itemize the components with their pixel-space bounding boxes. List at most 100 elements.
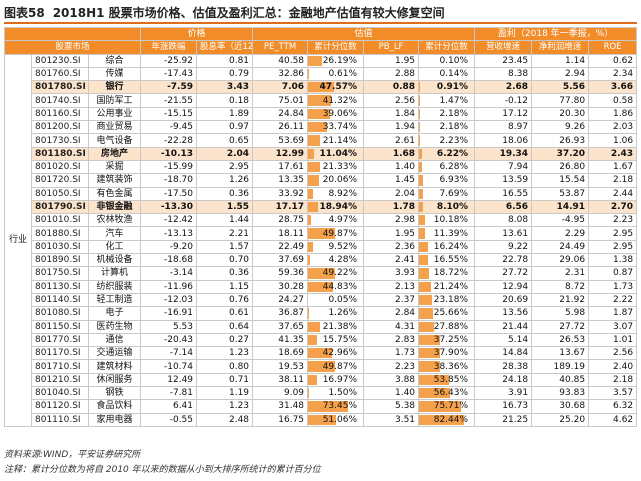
cell-name: 化工 bbox=[87, 239, 142, 255]
table-row: 801740.SI 国防军工 -21.55 0.18 75.01 41.32% 2.56 1.… bbox=[5, 93, 638, 108]
cell-dividend: 2.95 bbox=[196, 159, 254, 175]
cell-name: 采掘 bbox=[87, 159, 142, 175]
table-row: 801770.SI 通信 -20.43 0.27 41.35 15.75% 2.83 37.2… bbox=[5, 332, 638, 348]
table-row: 801010.SI 农林牧渔 -12.42 1.44 28.75 4.97% 2.98 10.… bbox=[5, 213, 638, 228]
cell-name: 交通运输 bbox=[87, 346, 142, 361]
cell-change: -18.70 bbox=[140, 173, 198, 188]
cell-revenue: 8.97 bbox=[474, 120, 533, 135]
cell-revenue: 20.69 bbox=[474, 292, 533, 308]
pb-pct-label: 11.39% bbox=[433, 228, 469, 239]
table-row: 801140.SI 轻工制造 -12.03 0.76 24.27 0.05% 2.37 23.… bbox=[5, 292, 638, 308]
cell-change: -22.28 bbox=[140, 133, 198, 148]
cell-pe: 33.92 bbox=[252, 186, 309, 201]
pe-pct-bar bbox=[308, 95, 331, 106]
pb-pct-label: 0.10% bbox=[439, 55, 469, 66]
cell-change: -13.13 bbox=[140, 226, 198, 241]
header-col-dividend: 股息率（近12M） bbox=[196, 40, 254, 55]
cell-roe: 0.58 bbox=[588, 93, 638, 108]
cell-roe: 0.62 bbox=[588, 53, 638, 68]
table-row: 801730.SI 电气设备 -22.28 0.65 53.69 21.14% 2.61 2.… bbox=[5, 133, 638, 148]
cell-revenue: 13.59 bbox=[474, 173, 533, 188]
table-row: 801050.SI 有色金属 -17.50 0.36 33.92 8.92% 2.04 7.6… bbox=[5, 186, 638, 201]
header-col-roe: ROE bbox=[588, 40, 638, 55]
pb-pct-label: 75.71% bbox=[433, 401, 469, 412]
cell-pe: 17.61 bbox=[252, 159, 309, 175]
cell-profit: 25.20 bbox=[531, 412, 590, 427]
cell-roe: 2.34 bbox=[588, 66, 638, 82]
cell-dividend: 3.43 bbox=[196, 80, 254, 95]
cell-pe: 41.35 bbox=[252, 332, 309, 348]
pb-pct-label: 6.22% bbox=[436, 148, 469, 159]
cell-dividend: 1.55 bbox=[196, 199, 254, 215]
pe-pct-label: 21.14% bbox=[322, 135, 358, 146]
cell-roe: 3.57 bbox=[588, 386, 638, 401]
table-row: 801200.SI 商业贸易 -9.45 0.97 26.11 33.74% 1.94 2.1… bbox=[5, 120, 638, 135]
cell-profit: 21.92 bbox=[531, 292, 590, 308]
table-row: 801110.SI 家用电器 -0.55 2.48 16.75 51.06% 3.51 82.… bbox=[5, 412, 638, 427]
cell-roe: 1.01 bbox=[588, 332, 638, 348]
pe-pct-bar bbox=[308, 148, 315, 159]
cell-pe: 36.87 bbox=[252, 306, 309, 321]
table-row: 801750.SI 计算机 -3.14 0.36 59.36 49.22% 3.93 18.7… bbox=[5, 266, 638, 281]
cell-pe-pct: 4.28% bbox=[307, 253, 365, 268]
cell-profit: 27.72 bbox=[531, 319, 590, 334]
cell-pb: 2.88 bbox=[363, 66, 420, 82]
cell-code: 801180.SI bbox=[31, 146, 89, 161]
header-group-profit: 盈利（2018 年一季报，%） bbox=[474, 26, 638, 42]
header-row-groups: 价格 估值 盈利（2018 年一季报，%） bbox=[3, 26, 638, 42]
pe-pct-bar bbox=[308, 414, 337, 425]
cell-pe: 38.11 bbox=[252, 372, 309, 388]
pb-pct-label: 21.24% bbox=[433, 281, 469, 292]
cell-pb: 1.45 bbox=[363, 173, 420, 188]
cell-name: 家用电器 bbox=[87, 412, 142, 427]
cell-name: 汽车 bbox=[87, 226, 142, 241]
cell-revenue: 3.91 bbox=[474, 386, 533, 401]
cell-pb: 2.56 bbox=[363, 93, 420, 108]
pe-pct-label: 39.06% bbox=[322, 108, 358, 119]
pe-pct-bar bbox=[308, 215, 311, 226]
table-row: 801160.SI 公用事业 -15.15 1.89 24.84 39.06% 1.84 2.… bbox=[5, 106, 638, 122]
cell-profit: 14.91 bbox=[531, 199, 590, 215]
table-row: 801880.SI 汽车 -13.13 2.21 18.11 49.87% 1.95 11.3… bbox=[5, 226, 638, 241]
table-row: 801030.SI 化工 -9.20 1.57 22.49 9.52% 2.36 16.24%… bbox=[5, 239, 638, 255]
cell-pe: 9.09 bbox=[252, 386, 309, 401]
cell-revenue: -0.12 bbox=[474, 93, 533, 108]
pb-pct-label: 0.14% bbox=[439, 69, 469, 80]
cell-profit: 189.19 bbox=[531, 359, 590, 374]
pb-pct-label: 37.90% bbox=[433, 348, 469, 359]
cell-profit: 2.31 bbox=[531, 266, 590, 281]
cell-dividend: 0.36 bbox=[196, 266, 254, 281]
pb-pct-bar bbox=[419, 201, 424, 213]
table-row: 801130.SI 纺织服装 -11.96 1.15 30.28 44.83% 2.13 21… bbox=[5, 279, 638, 294]
cell-pb: 5.38 bbox=[363, 399, 420, 414]
cell-pb: 2.23 bbox=[363, 359, 420, 374]
cell-change: 5.53 bbox=[140, 319, 198, 334]
cell-revenue: 6.56 bbox=[474, 199, 533, 215]
cell-name: 休闲服务 bbox=[87, 372, 142, 388]
cell-name: 公用事业 bbox=[87, 106, 142, 122]
cell-profit: -4.95 bbox=[531, 213, 590, 228]
cell-roe: 4.62 bbox=[588, 412, 638, 427]
cell-pe-pct: 51.06% bbox=[307, 412, 365, 427]
pe-pct-label: 44.83% bbox=[322, 281, 358, 292]
cell-pb-pct: 6.93% bbox=[418, 173, 476, 188]
pb-pct-bar bbox=[419, 188, 424, 199]
header-group-price: 价格 bbox=[140, 26, 254, 42]
cell-pb: 3.93 bbox=[363, 266, 420, 281]
cell-dividend: 0.18 bbox=[196, 93, 254, 108]
pe-pct-bar bbox=[308, 82, 335, 93]
cell-code: 801170.SI bbox=[31, 346, 89, 361]
cell-pe-pct: 20.06% bbox=[307, 173, 365, 188]
cell-roe: 2.40 bbox=[588, 359, 638, 374]
pb-pct-bar bbox=[419, 374, 449, 386]
cell-pb: 3.88 bbox=[363, 372, 420, 388]
cell-pe-pct: 49.87% bbox=[307, 359, 365, 374]
cell-revenue: 14.84 bbox=[474, 346, 533, 361]
cell-name: 传媒 bbox=[87, 66, 142, 82]
pe-pct-bar bbox=[308, 361, 336, 372]
pb-pct-label: 2.18% bbox=[439, 108, 469, 119]
pb-pct-bar bbox=[419, 135, 421, 146]
cell-revenue: 12.94 bbox=[474, 279, 533, 294]
pb-pct-bar bbox=[419, 414, 465, 425]
pb-pct-label: 18.72% bbox=[433, 268, 469, 279]
